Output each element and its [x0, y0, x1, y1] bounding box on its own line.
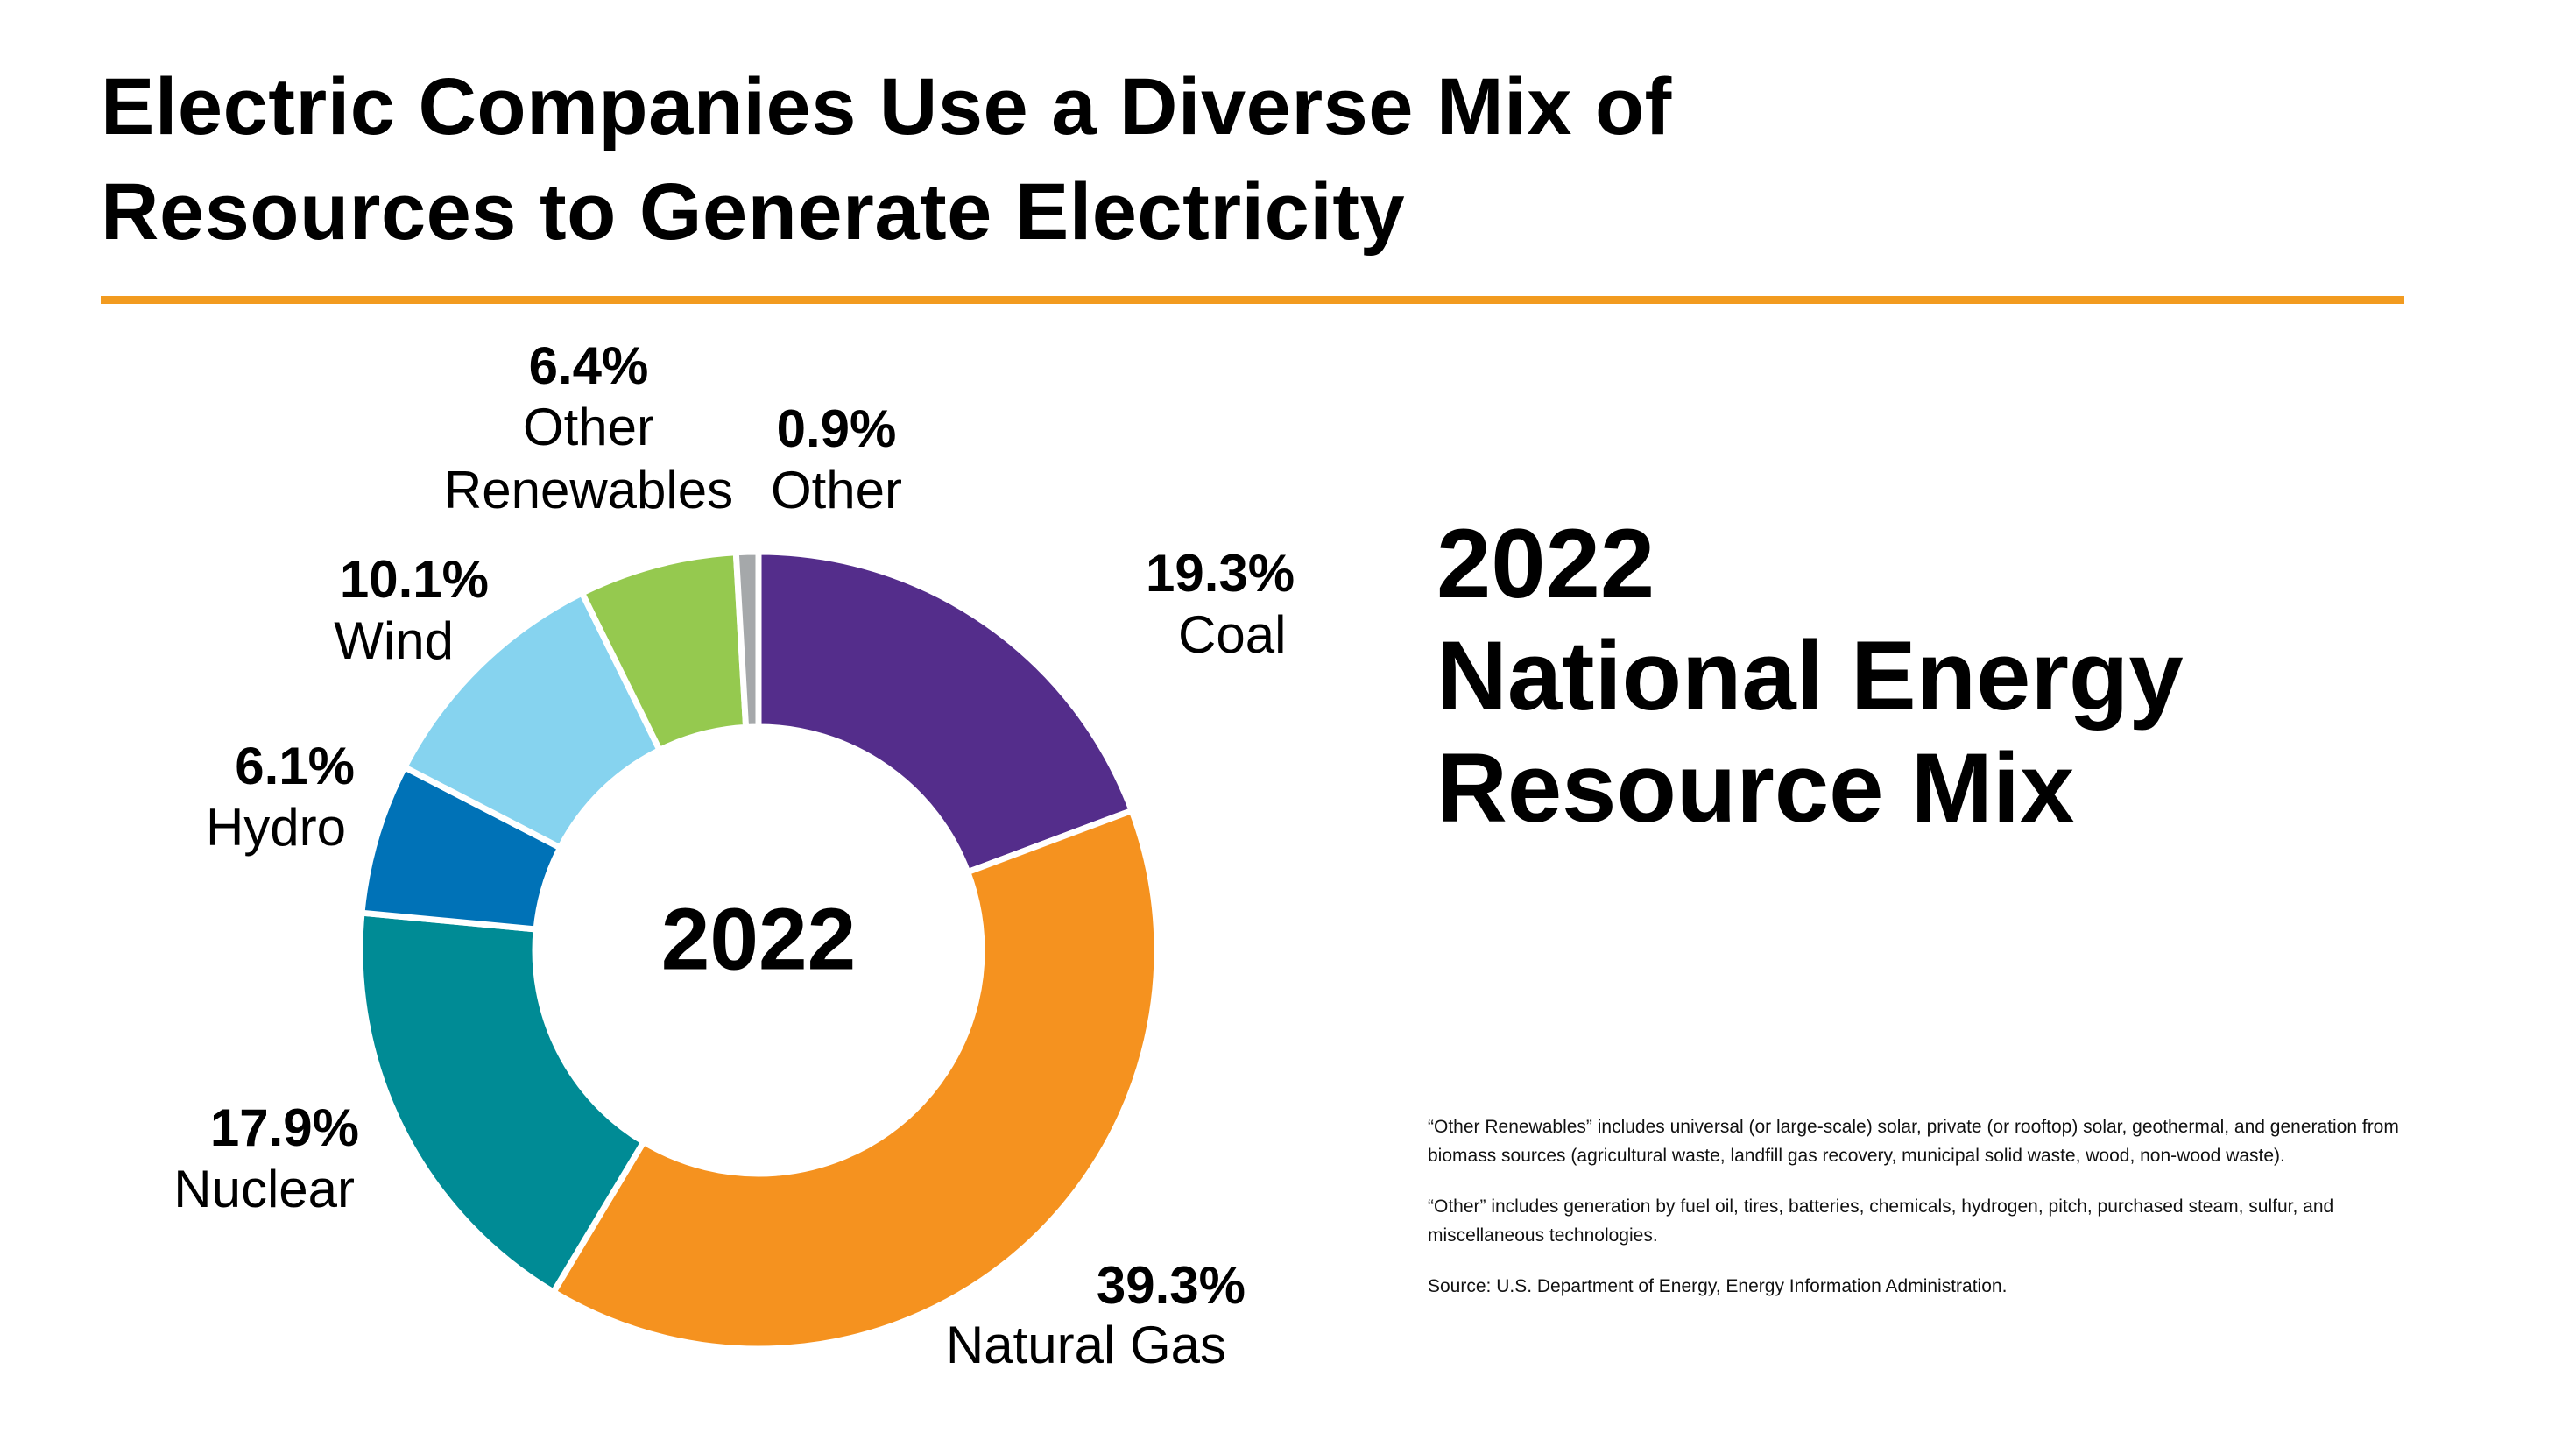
- other-name-label: Other: [771, 461, 902, 519]
- other-renewables-name-label-2: Renewables: [444, 461, 733, 519]
- natural-gas-percent-label: 39.3%: [1097, 1256, 1246, 1315]
- donut-slice-other: [732, 548, 762, 731]
- other-percent-label: 0.9%: [777, 399, 897, 458]
- title-line-1: Electric Companies Use a Diverse Mix of: [101, 62, 1672, 152]
- headline-line-2: National Energy: [1436, 621, 2184, 731]
- source-note: Source: U.S. Department of Energy, Energ…: [1428, 1276, 2008, 1296]
- hydro-name-label: Hydro: [206, 798, 346, 857]
- note-other-renewables: “Other Renewables” includes universal (o…: [1428, 1117, 2399, 1166]
- donut-slices: [356, 548, 1161, 1352]
- wind-name-label: Wind: [334, 611, 454, 670]
- coal-percent-label: 19.3%: [1146, 544, 1295, 603]
- donut-center-label: 2022: [661, 890, 856, 988]
- footnotes: “Other Renewables” includes universal (o…: [1428, 1112, 2409, 1323]
- coal-name-label: Coal: [1178, 605, 1286, 664]
- donut-slice-nuclear: [356, 909, 647, 1295]
- other-renewables-name-label-1: Other: [523, 398, 654, 456]
- nuclear-name-label: Nuclear: [173, 1160, 355, 1218]
- title-line-2: Resources to Generate Electricity: [101, 167, 1406, 257]
- nuclear-percent-label: 17.9%: [210, 1098, 359, 1157]
- natural-gas-name-label: Natural Gas: [946, 1316, 1226, 1374]
- donut-chart: 2022 19.3% Coal 39.3% Natural Gas 17.9% …: [173, 336, 1295, 1374]
- title-divider: [101, 296, 2404, 304]
- donut-slice-coal: [755, 548, 1135, 876]
- other-renewables-percent-label: 6.4%: [529, 336, 649, 395]
- headline-line-3: Resource Mix: [1436, 733, 2075, 843]
- wind-percent-label: 10.1%: [340, 550, 489, 609]
- hydro-percent-label: 6.1%: [235, 737, 355, 795]
- donut-slice-natural-gas: [550, 808, 1161, 1352]
- chart-headline: 2022 National Energy Resource Mix: [1436, 508, 2184, 844]
- headline-year: 2022: [1436, 509, 1655, 618]
- note-other: “Other” includes generation by fuel oil,…: [1428, 1196, 2334, 1246]
- page-title: Electric Companies Use a Diverse Mix of …: [101, 54, 1672, 265]
